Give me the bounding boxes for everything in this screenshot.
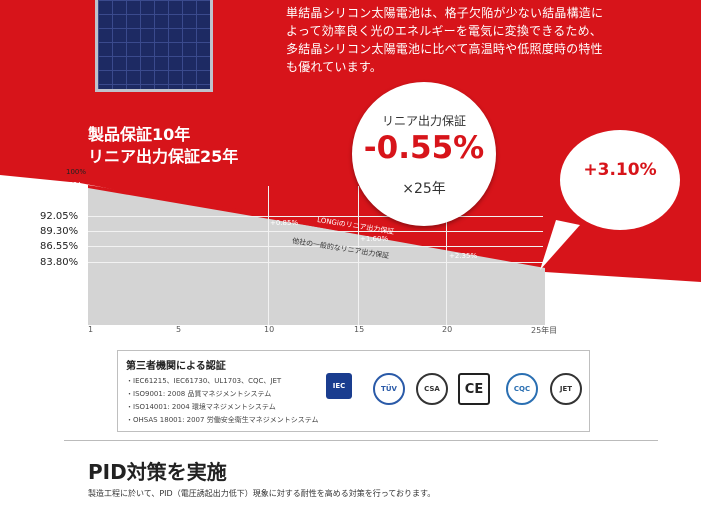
cert-line: ・ISO9001: 2008 品質マネジメントシステム [126,390,272,398]
x-tick-label: 10 [264,325,275,334]
gap-label: +2.35% [449,252,478,260]
y-tick-label: 92.05% [40,211,79,222]
bubble-value: -0.55% [363,130,485,166]
y-tick-label: 89.30% [40,226,79,237]
ce-logo-icon: CE [458,373,490,405]
x-tick-label: 1 [88,325,94,334]
cert-title: 第三者機関による認証 [126,361,226,372]
gap-label: +1.60% [360,235,389,243]
divider [64,440,658,441]
gridline [88,216,543,217]
gain-value: +3.10% [583,160,657,180]
pid-title: PID対策を実施 [88,460,227,484]
bubble-years: ×25年 [402,181,446,197]
intro-line: よって効率良く光のエネルギーを電気に変換できるため、 [286,24,603,38]
cert-line: ・OHSAS 18001: 2007 労働安全衛生マネジメントシステム [126,416,319,424]
y-tick-label: 83.80% [40,257,79,268]
gridline [88,262,543,263]
gap-label: +0.85% [270,219,299,227]
warranty-bubble: リニア出力保証 -0.55% ×25年 [352,82,496,226]
y-tick-label: 86.55% [40,241,79,252]
jet-logo-icon: JET [550,373,582,405]
x-tick-label: 5 [176,325,182,334]
warranty-line-1: 製品保証10年 [88,125,191,144]
gridline [358,186,359,325]
intro-line: 多結晶シリコン太陽電池に比べて高温時や低照度時の特性 [286,42,603,56]
certification-box: 第三者機関による認証 ・IEC61215、IEC61730、UL1703、CQC… [117,350,590,432]
csa-logo-icon: CSA [416,373,448,405]
tuv-logo-icon: TÜV [373,373,405,405]
x-tick-label: 15 [354,325,365,334]
bubble-label: リニア出力保証 [381,114,466,128]
cert-line: ・ISO14001: 2004 環境マネジメントシステム [126,403,276,411]
gridline [88,246,543,247]
y-tick-label: 100% [66,168,87,176]
intro-text: 単結晶シリコン太陽電池は、格子欠陥が少ない結晶構造に よって効率良く光のエネルギ… [286,4,686,76]
x-tick-label: 20 [442,325,453,334]
warranty-line-2: リニア出力保証25年 [88,147,239,166]
iec-logo-icon: IEC [326,373,352,399]
solar-panel-image [95,0,213,92]
x-tick-label: 25年目 [531,326,558,335]
y-tick-label: 97% [60,181,83,192]
cert-line: ・IEC61215、IEC61730、UL1703、CQC、JET [126,377,282,385]
cqc-logo-icon: CQC [506,373,538,405]
gridline [446,186,447,325]
gridline [88,231,543,232]
intro-line: 単結晶シリコン太陽電池は、格子欠陥が少ない結晶構造に [286,6,604,20]
gain-bubble: +3.10% [560,130,680,230]
warranty-heading: 製品保証10年 リニア出力保証25年 [88,124,238,168]
intro-line: も優れています。 [286,60,383,74]
gridline [268,186,269,325]
pid-description: 製造工程に於いて、PID（電圧誘起出力低下）現象に対する耐性を高める対策を行って… [88,489,436,498]
